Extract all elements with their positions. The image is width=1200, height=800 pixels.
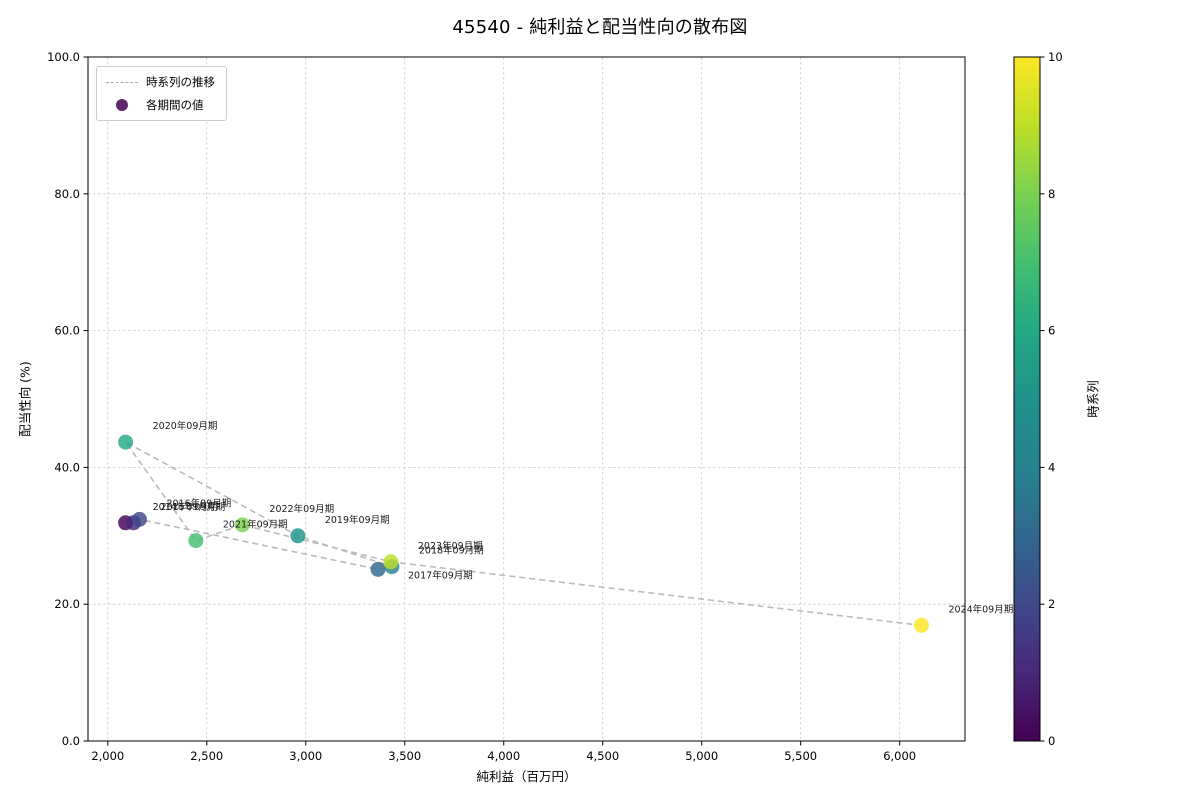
time-series-path xyxy=(124,441,922,627)
colorbar-tick-label: 10 xyxy=(1048,50,1063,64)
x-tick-label: 2,000 xyxy=(91,749,124,763)
plot-border xyxy=(87,56,966,742)
point-label: 2021年09月期 xyxy=(223,519,288,531)
x-tick-label: 4,000 xyxy=(487,749,520,763)
x-tick-label: 2,500 xyxy=(190,749,223,763)
x-tick-label: 3,500 xyxy=(388,749,421,763)
chart-title: 45540 - 純利益と配当性向の散布図 xyxy=(452,17,748,38)
point-label: 2017年09月期 xyxy=(408,569,473,581)
axes: 2,000 2,500 3,000 3,500 4,000 4,500 5,000 5,500… xyxy=(47,50,966,763)
colorbar-tick-label: 0 xyxy=(1048,734,1055,748)
data-point xyxy=(290,528,306,544)
legend-line-label: 時系列の推移 xyxy=(146,75,215,89)
legend: 時系列の推移 各期間の値 xyxy=(96,66,227,121)
y-tick-label: 60.0 xyxy=(54,324,80,338)
colorbar-label: 時系列 xyxy=(1085,380,1101,418)
data-points xyxy=(118,434,929,633)
point-label: 2016年09月期 xyxy=(166,497,231,509)
point-label: 2014年09月期 xyxy=(153,501,218,513)
x-tick-label: 5,000 xyxy=(685,749,718,763)
point-label: 2019年09月期 xyxy=(325,514,390,526)
y-tick-label: 20.0 xyxy=(54,597,80,611)
colorbar-tick-label: 2 xyxy=(1048,597,1055,611)
legend-dashed-line-swatch xyxy=(106,81,138,83)
data-point xyxy=(234,517,250,533)
data-point xyxy=(913,617,929,633)
y-tick-label: 0.0 xyxy=(62,734,80,748)
series-line xyxy=(124,441,922,627)
colorbar-gradient xyxy=(1013,56,1041,742)
legend-marker-swatch xyxy=(106,99,138,111)
data-point xyxy=(188,533,204,549)
legend-marker-label: 各期間の値 xyxy=(146,98,204,112)
x-tick-label: 3,000 xyxy=(289,749,322,763)
x-tick-label: 4,500 xyxy=(586,749,619,763)
point-label: 2024年09月期 xyxy=(948,603,1013,615)
y-tick-label: 100.0 xyxy=(47,50,80,64)
y-tick-label: 40.0 xyxy=(54,460,80,474)
x-axis-label: 純利益（百万円） xyxy=(476,769,577,784)
point-label: 2020年09月期 xyxy=(153,420,218,432)
point-label: 2023年09月期 xyxy=(418,540,483,552)
point-label: 2015年09月期 xyxy=(161,501,226,513)
data-point xyxy=(370,561,386,577)
legend-item-line: 時系列の推移 xyxy=(106,74,215,90)
point-label: 2018年09月期 xyxy=(419,545,484,557)
y-axis-label: 配当性向 (%) xyxy=(17,361,33,437)
x-tick-label: 5,500 xyxy=(784,749,817,763)
data-point xyxy=(131,511,147,527)
legend-item-marker: 各期間の値 xyxy=(106,97,215,113)
y-tick-label: 80.0 xyxy=(54,187,80,201)
grid-lines xyxy=(88,56,965,742)
colorbar: 0 2 4 6 8 10 xyxy=(1013,50,1063,748)
point-label: 2022年09月期 xyxy=(269,503,334,515)
colorbar-tick-label: 8 xyxy=(1048,187,1055,201)
data-point xyxy=(118,434,134,450)
data-point xyxy=(383,554,399,570)
x-tick-label: 6,000 xyxy=(883,749,916,763)
colorbar-tick-label: 6 xyxy=(1048,324,1055,338)
colorbar-tick-label: 4 xyxy=(1048,460,1055,474)
